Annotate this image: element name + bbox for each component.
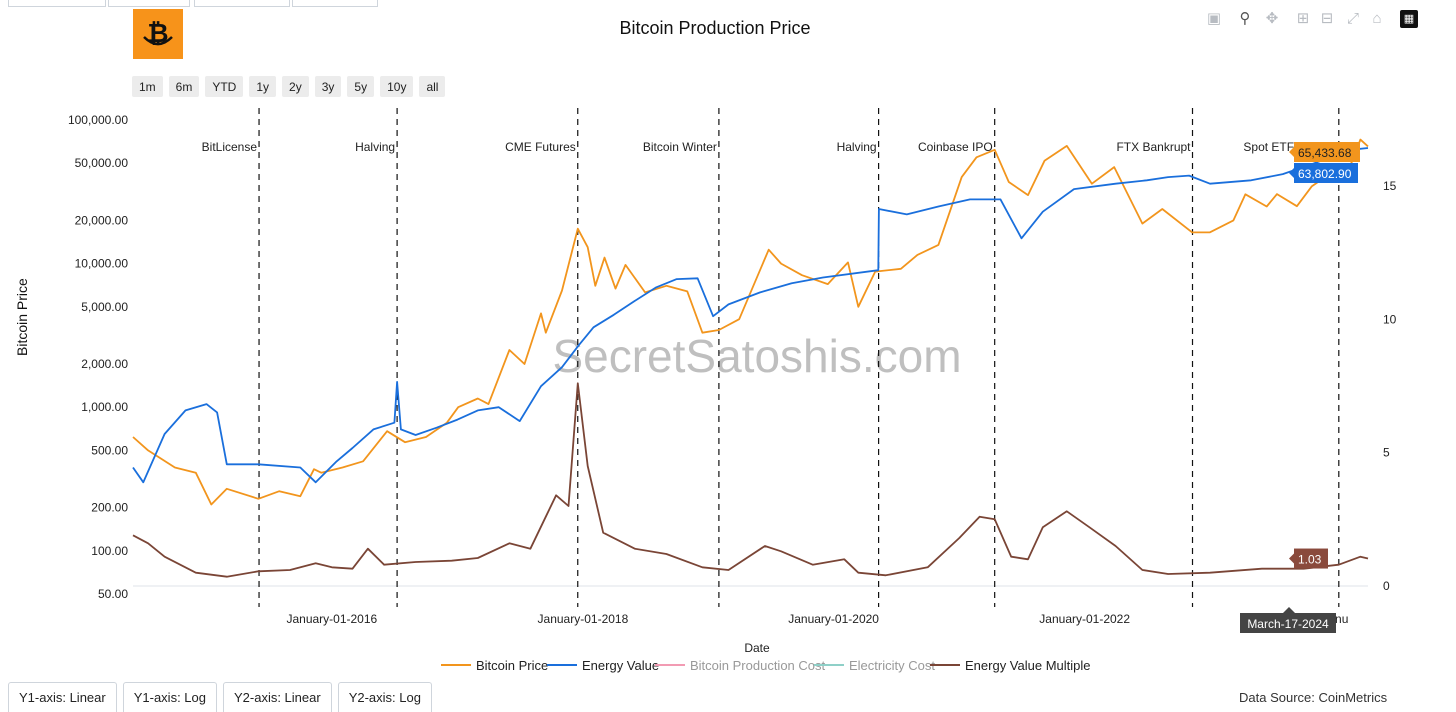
watermark-text: SecretSatoshis.com [552, 330, 961, 382]
range-button-5y[interactable]: 5y [347, 76, 375, 97]
series-line-energy-value [132, 147, 1369, 484]
hover-date-label: March-17-2024 [1247, 617, 1329, 631]
series-line-energy-value-multiple [132, 382, 1369, 578]
event-label: Halving [355, 140, 395, 154]
legend-item-bitcoin-price[interactable]: Bitcoin Price [476, 658, 548, 673]
legend-item-energy-value[interactable]: Energy Value [582, 658, 659, 673]
zoom-out-icon[interactable]: ⊟ [1320, 10, 1334, 27]
bitcoin-logo-icon: ₿ [143, 19, 173, 49]
axis-scale-button[interactable]: Y2-axis: Linear [222, 682, 332, 712]
value-label-pointer [1289, 553, 1294, 564]
event-label: BitLicense [202, 140, 258, 154]
top-tab-strip [0, 0, 400, 8]
range-button-2y[interactable]: 2y [282, 76, 309, 97]
event-label: CME Futures [505, 140, 576, 154]
range-button-ytd[interactable]: YTD [205, 76, 244, 97]
modebar: ▣ ⚲ ✥ ⊞ ⊟ ⤢ ⌂ ▦ [1200, 8, 1430, 32]
pan-icon[interactable]: ✥ [1265, 10, 1279, 27]
autoscale-icon[interactable]: ⤢ [1346, 10, 1359, 27]
legend-item-electricity-cost[interactable]: Electricity Cost [849, 658, 935, 673]
bitcoin-logo: ₿ [133, 9, 183, 59]
y2-tick-label: 10 [1383, 312, 1397, 326]
value-label-box [1294, 142, 1360, 162]
x-tick-label: January-01-2016 [286, 612, 377, 626]
axis-scale-tabs: Y1-axis: Linear Y1-axis: Log Y2-axis: Line… [8, 682, 432, 712]
top-tab[interactable] [292, 0, 378, 7]
range-button-6m[interactable]: 6m [168, 76, 200, 97]
series-line-bitcoin-price [132, 138, 1369, 506]
y2-tick-label: 15 [1383, 179, 1397, 193]
event-label: Coinbase IPO [918, 140, 993, 154]
y1-tick-label: 5,000.00 [81, 300, 128, 314]
hover-date-box [1240, 613, 1336, 633]
value-label-pointer [1289, 147, 1294, 157]
y2-tick-label: 0 [1383, 579, 1390, 593]
top-tab[interactable] [8, 0, 106, 7]
range-selector: 1m 6m YTD 1y 2y 3y 5y 10y all [132, 76, 446, 97]
chart-title: Bitcoin Production Price [619, 18, 811, 38]
y1-tick-label: 500.00 [91, 443, 128, 457]
event-label: Bitcoin Winter [643, 140, 717, 154]
zoom-icon[interactable]: ⚲ [1239, 10, 1251, 27]
top-tab[interactable] [194, 0, 290, 7]
range-button-1y[interactable]: 1y [249, 76, 277, 97]
y1-tick-label: 10,000.00 [75, 257, 129, 271]
value-label-box [1294, 163, 1358, 183]
value-label-text: 65,433.68 [1298, 146, 1352, 160]
event-label: Halving [837, 140, 877, 154]
x-tick-label: January-01-2018 [538, 612, 629, 626]
data-source: Data Source: CoinMetrics [1239, 690, 1388, 705]
y1-tick-label: 1,000.00 [81, 400, 128, 414]
legend-item-bitcoin-production-cost[interactable]: Bitcoin Production Cost [690, 658, 826, 673]
logo-symbol: ₿ [147, 19, 168, 49]
y1-tick-label: 100,000.00 [68, 113, 128, 127]
value-label-text: 63,802.90 [1298, 167, 1352, 181]
y1-tick-label: 100.00 [91, 544, 128, 558]
x-tick-label: January-01-2020 [788, 612, 879, 626]
hover-date-pointer [1283, 607, 1295, 613]
value-label-box [1294, 548, 1328, 569]
x-tick-label: January-01-2022 [1039, 612, 1130, 626]
zoom-in-icon[interactable]: ⊞ [1296, 10, 1310, 27]
axis-scale-button[interactable]: Y2-axis: Log [337, 682, 432, 712]
y1-tick-label: 20,000.00 [75, 213, 129, 227]
y1-tick-label: 2,000.00 [81, 357, 128, 371]
y1-tick-label: 50.00 [98, 587, 128, 601]
y1-tick-label: 50,000.00 [75, 156, 129, 170]
value-label-text: 1.03 [1298, 553, 1322, 567]
range-button-all[interactable]: all [419, 76, 446, 97]
range-button-1m[interactable]: 1m [132, 76, 163, 97]
range-button-3y[interactable]: 3y [314, 76, 342, 97]
camera-icon[interactable]: ▣ [1206, 10, 1222, 27]
value-label-pointer [1289, 168, 1294, 178]
range-button-10y[interactable]: 10y [380, 76, 414, 97]
plotly-logo-icon[interactable]: ▦ [1400, 10, 1418, 28]
axis-scale-button[interactable]: Y1-axis: Linear [8, 682, 117, 712]
top-tab[interactable] [108, 0, 190, 7]
y2-tick-label: 5 [1383, 446, 1390, 460]
event-label: FTX Bankrupt [1116, 140, 1191, 154]
y1-tick-label: 200.00 [91, 501, 128, 515]
axis-scale-button[interactable]: Y1-axis: Log [122, 682, 217, 712]
x-axis-title: Date [744, 641, 770, 655]
legend-item-energy-value-multiple[interactable]: Energy Value Multiple [965, 658, 1091, 673]
home-icon[interactable]: ⌂ [1372, 10, 1382, 27]
